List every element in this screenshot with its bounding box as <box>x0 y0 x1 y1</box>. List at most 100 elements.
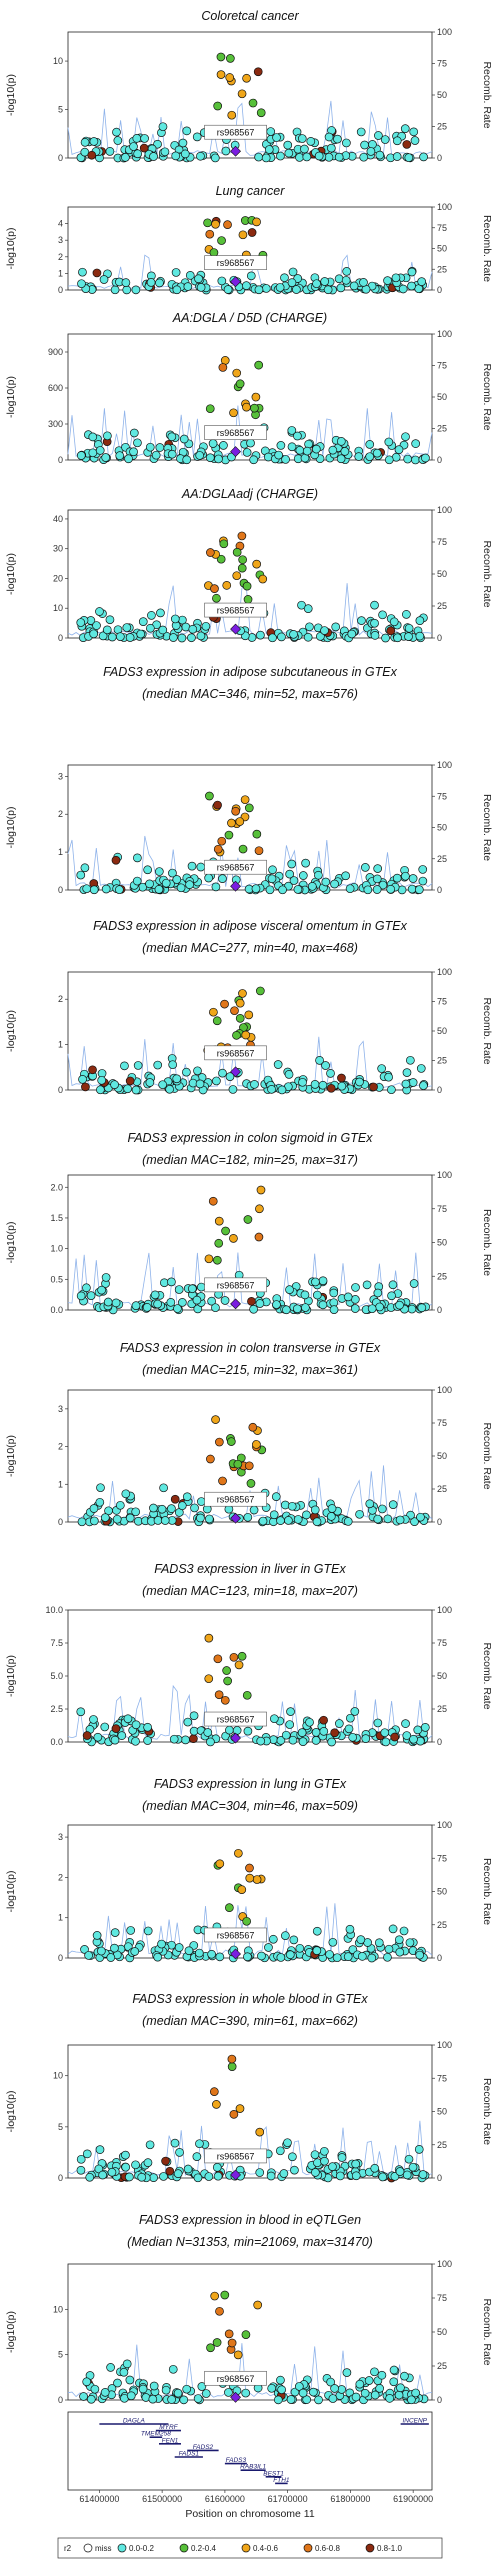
snp-point <box>318 1276 328 1286</box>
snp-point <box>170 614 180 624</box>
snp-point <box>329 1288 339 1298</box>
snp-point <box>289 1935 299 1945</box>
snp-point <box>111 1298 121 1308</box>
gene-label: MYRF <box>159 2424 178 2431</box>
y2-axis-label: Recomb. Rate <box>481 1209 493 1276</box>
snp-point <box>295 153 304 162</box>
snp-point <box>133 149 143 159</box>
snp-point <box>106 1953 116 1962</box>
snp-point <box>409 127 419 137</box>
snp-point <box>328 2162 337 2171</box>
snp-point <box>185 271 195 280</box>
snp-point <box>295 445 305 455</box>
snp-point <box>115 451 125 461</box>
snp-point <box>137 2172 147 2182</box>
snp-point <box>257 1951 266 1961</box>
snp-point <box>384 1944 394 1954</box>
snp-point <box>309 2387 318 2397</box>
snp-point <box>330 879 339 889</box>
y-tick-label: 0 <box>58 285 63 295</box>
scatter-points <box>76 531 428 643</box>
lead-snp-marker <box>230 1948 241 1960</box>
snp-point <box>224 830 234 840</box>
snp-point <box>336 437 346 446</box>
snp-point <box>153 1516 163 1525</box>
snp-point <box>99 275 109 284</box>
snp-point <box>107 632 117 642</box>
y2-axis-label: Recomb. Rate <box>481 61 493 128</box>
snp-point <box>336 283 346 293</box>
legend-swatch <box>117 2543 127 2553</box>
snp-point <box>183 282 193 291</box>
snp-point <box>143 865 152 875</box>
snp-point <box>227 2062 237 2071</box>
snp-point <box>230 1006 239 1016</box>
panels-group: Coloretcal cancer05100255075100-log10(p)… <box>5 9 493 2405</box>
panel-title: (median MAC=123, min=18, max=207) <box>142 1584 358 1598</box>
snp-point <box>348 1732 358 1742</box>
snp-point <box>407 281 416 291</box>
y2-tick-label: 100 <box>437 27 452 37</box>
snp-point <box>254 285 264 295</box>
y-tick-label: 1.0 <box>50 1244 63 1254</box>
snp-point <box>331 622 341 632</box>
y-tick-label: 3 <box>58 235 63 245</box>
lead-snp-marker <box>230 880 241 892</box>
snp-point <box>255 986 265 996</box>
snp-point <box>125 2375 135 2385</box>
snp-point <box>381 633 390 643</box>
snp-point <box>229 2109 239 2119</box>
y2-tick-label: 25 <box>437 424 447 434</box>
snp-point <box>89 1715 98 1724</box>
snp-point <box>217 276 227 286</box>
snp-point <box>336 454 346 464</box>
snp-point <box>183 1717 193 1727</box>
snp-point <box>237 1651 247 1661</box>
y2-tick-label: 25 <box>437 1704 447 1714</box>
snp-point <box>170 2138 180 2148</box>
snp-point <box>81 1082 90 1092</box>
lead-snp-label: rs968567 <box>217 1495 255 1505</box>
snp-point <box>86 1291 96 1300</box>
lead-snp-label-box <box>204 1927 267 1943</box>
snp-point <box>140 134 149 143</box>
snp-point <box>398 284 408 294</box>
snp-point <box>226 54 235 63</box>
snp-point <box>227 452 236 462</box>
snp-point <box>155 443 165 452</box>
snp-point <box>160 1516 170 1525</box>
snp-point <box>298 1737 308 1746</box>
y-tick-label: 0 <box>58 1953 63 1963</box>
y2-tick-label: 0 <box>437 633 442 643</box>
snp-point <box>268 865 277 875</box>
panel-title: FADS3 expression in adipose visceral ome… <box>93 919 408 933</box>
snp-point <box>211 1303 220 1313</box>
snp-point <box>217 836 227 846</box>
snp-point <box>285 1285 294 1294</box>
y2-tick-label: 100 <box>437 1820 452 1830</box>
snp-point <box>192 2152 202 2161</box>
snp-point <box>77 279 86 289</box>
snp-point <box>88 1065 97 1075</box>
snp-point <box>343 1952 353 1961</box>
snp-point <box>100 2387 110 2397</box>
snp-point <box>113 136 123 145</box>
snp-point <box>130 1947 140 1956</box>
snp-point <box>364 2376 374 2385</box>
snp-point <box>361 1734 371 1743</box>
snp-point <box>169 633 178 642</box>
y2-tick-label: 100 <box>437 1385 452 1395</box>
legend-label: 0.6-0.8 <box>315 2544 340 2553</box>
snp-point <box>210 584 219 593</box>
snp-point <box>293 431 302 441</box>
snp-point <box>408 2162 418 2172</box>
snp-point <box>131 285 141 295</box>
snp-point <box>133 853 142 863</box>
snp-point <box>421 453 430 463</box>
snp-point <box>105 147 115 156</box>
snp-point <box>103 431 112 441</box>
snp-point <box>212 1016 222 1026</box>
snp-point <box>215 1859 225 1869</box>
snp-point <box>310 2150 320 2160</box>
snp-point <box>252 1875 262 1884</box>
